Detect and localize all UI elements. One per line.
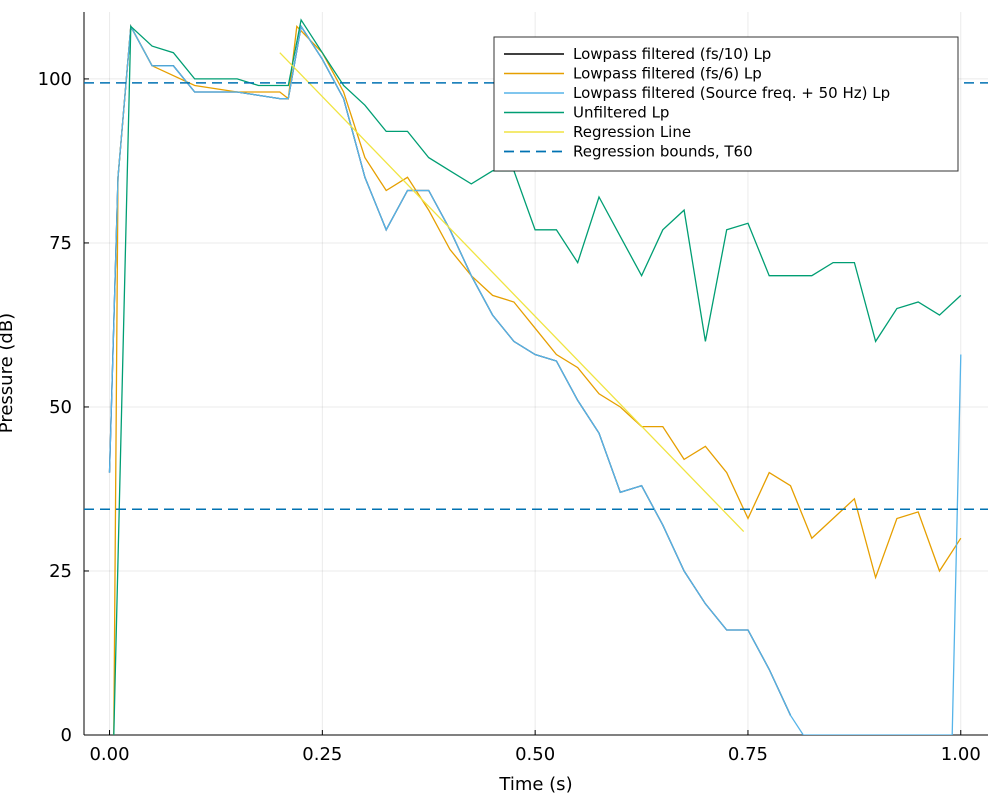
legend-label: Unfiltered Lp: [573, 104, 669, 122]
y-tick-label: 25: [49, 561, 72, 582]
legend-box: [493, 36, 959, 172]
x-tick-label: 0.00: [89, 744, 129, 765]
legend-label: Lowpass filtered (fs/10) Lp: [573, 45, 771, 63]
y-tick-label: 0: [61, 725, 72, 746]
legend-label: Regression Line: [573, 123, 691, 141]
y-tick-label: 100: [38, 69, 72, 90]
y-axis-label: Pressure (dB): [0, 313, 17, 433]
x-tick-label: 0.50: [515, 744, 555, 765]
x-tick-label: 0.25: [302, 744, 342, 765]
y-tick-label: 50: [49, 397, 72, 418]
x-tick-label: 1.00: [941, 744, 981, 765]
series-line: [279, 52, 745, 533]
x-tick-label: 0.75: [728, 744, 768, 765]
legend-label: Lowpass filtered (Source freq. + 50 Hz) …: [573, 84, 890, 102]
series-line: [113, 18, 962, 735]
series-line: [113, 24, 962, 735]
x-axis-label: Time (s): [498, 774, 572, 795]
legend-label: Regression bounds, T60: [573, 143, 753, 161]
series-line: [108, 24, 962, 735]
y-tick-label: 75: [49, 233, 72, 254]
legend: Lowpass filtered (fs/10) Lp Lowpass filte…: [493, 36, 959, 172]
legend-label: Lowpass filtered (fs/6) Lp: [573, 65, 762, 83]
plot-area: [84, 18, 988, 735]
